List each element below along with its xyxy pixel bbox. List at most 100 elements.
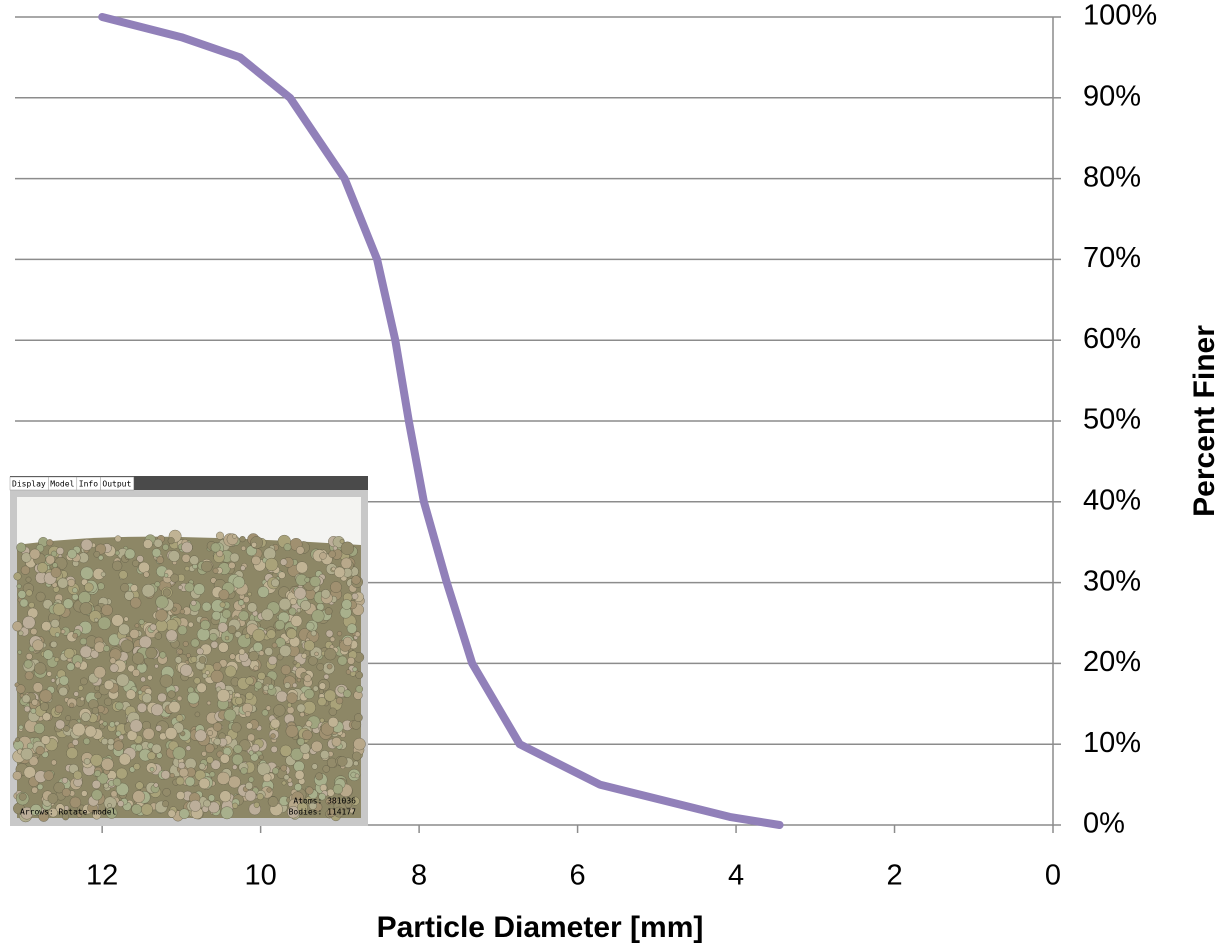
particle (25, 653, 33, 660)
particle (344, 800, 353, 808)
particle (184, 582, 195, 593)
particle (175, 776, 185, 786)
particle (250, 536, 264, 549)
particle (251, 743, 260, 753)
particle (314, 651, 319, 657)
particle (141, 693, 152, 704)
particle (302, 729, 313, 741)
particle (266, 787, 272, 793)
particle (245, 691, 254, 700)
particle (109, 663, 119, 673)
tab[interactable]: Output (102, 480, 131, 489)
particle (52, 603, 66, 616)
tab[interactable]: Model (50, 480, 74, 489)
particle (299, 743, 311, 754)
particle (16, 542, 27, 553)
y-tick-label: 0% (1083, 808, 1125, 840)
particle (304, 577, 311, 583)
tab[interactable]: Display (12, 480, 46, 489)
particle (228, 775, 241, 789)
y-tick-label: 40% (1083, 484, 1141, 516)
particle (143, 571, 150, 578)
particle (261, 709, 269, 717)
particle (203, 799, 211, 808)
particle (290, 615, 303, 627)
particle (67, 578, 76, 587)
particle (340, 557, 353, 569)
particle (62, 813, 70, 821)
particle (109, 721, 116, 728)
particle (112, 777, 122, 787)
particle (114, 535, 122, 543)
particle (100, 571, 107, 577)
particle (40, 702, 49, 711)
particle (336, 630, 343, 637)
particle (215, 531, 224, 540)
particle (270, 733, 276, 739)
particle (266, 629, 277, 640)
particle (132, 790, 145, 803)
particle (175, 714, 184, 722)
particle (223, 708, 237, 722)
particle (159, 674, 173, 688)
particle (101, 604, 113, 616)
particle (164, 727, 178, 740)
particle (74, 661, 82, 669)
particle (337, 655, 348, 666)
y-tick-label: 30% (1083, 565, 1141, 597)
particle (66, 662, 75, 671)
particle (252, 628, 266, 642)
particle (22, 615, 36, 630)
particle (340, 541, 355, 555)
particle (257, 671, 266, 681)
particle (132, 652, 145, 665)
particle (118, 623, 130, 636)
particle (193, 583, 205, 596)
particle (179, 664, 193, 677)
particle (207, 730, 214, 736)
particle (194, 711, 201, 718)
particle (177, 585, 183, 590)
particle (151, 548, 162, 558)
particle (37, 562, 48, 574)
particle (231, 722, 242, 733)
particle (167, 690, 176, 699)
particle (182, 641, 189, 647)
particle (67, 549, 77, 559)
particle (55, 803, 65, 813)
y-tick-label: 80% (1083, 161, 1141, 193)
particle (153, 538, 163, 548)
particle (101, 738, 109, 746)
particle (154, 632, 163, 640)
particle (16, 684, 26, 694)
particle (265, 705, 272, 711)
particle (25, 589, 33, 597)
particle (206, 700, 212, 706)
tab[interactable]: Info (79, 480, 98, 489)
particle (353, 760, 359, 767)
particle (244, 711, 251, 718)
particle (324, 689, 337, 702)
particle (245, 781, 254, 790)
particle (201, 751, 207, 757)
particle (187, 621, 194, 628)
particle (24, 671, 34, 681)
particle (31, 786, 39, 794)
particle (25, 576, 32, 583)
particle (239, 535, 246, 543)
particle (72, 587, 78, 594)
particle (76, 812, 82, 818)
particle (79, 602, 93, 615)
particle (59, 675, 69, 686)
particle (156, 556, 165, 564)
particle (94, 691, 102, 700)
particle (227, 625, 237, 635)
particle (167, 809, 176, 818)
particle (352, 751, 362, 761)
particle (105, 807, 118, 819)
particle (209, 771, 216, 778)
particle (80, 677, 88, 686)
particle (311, 609, 325, 623)
particle (351, 592, 359, 600)
particle (169, 773, 175, 779)
